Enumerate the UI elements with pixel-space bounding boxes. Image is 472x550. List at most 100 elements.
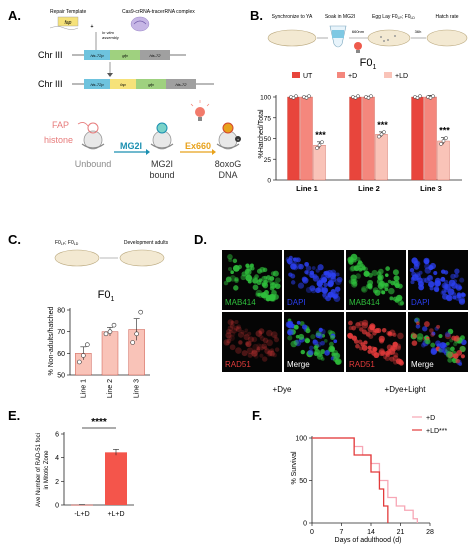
cell-nucleus bbox=[384, 355, 391, 361]
step-egg-lay-sub1: LP bbox=[398, 16, 403, 20]
panel-c-label: C. bbox=[8, 232, 21, 247]
chart-e-category-label: -L+D bbox=[74, 511, 89, 518]
cell-nucleus bbox=[450, 346, 455, 352]
cell-nucleus bbox=[225, 341, 230, 346]
channel-label: Merge bbox=[411, 360, 434, 369]
his72-segment-bottom bbox=[166, 79, 196, 89]
legend-b-ld-swatch bbox=[384, 72, 392, 78]
chart-f-xtick-label: 21 bbox=[397, 529, 405, 536]
cell-nucleus bbox=[361, 287, 367, 292]
cell-nucleus bbox=[354, 322, 361, 329]
chart-c-point bbox=[107, 329, 113, 334]
cell-nucleus bbox=[305, 328, 311, 334]
chart-c-ylabel: % Non-adults/hatched bbox=[48, 306, 55, 375]
cell-nucleus bbox=[387, 331, 392, 336]
chart-f-ytick-label: 100 bbox=[295, 436, 307, 443]
panel-b-label: B. bbox=[250, 8, 263, 23]
cell-nucleus bbox=[255, 289, 263, 297]
cell-nucleus bbox=[236, 324, 242, 330]
cell-nucleus bbox=[259, 353, 264, 358]
cell-nucleus bbox=[290, 273, 296, 279]
chart-c-title-sub: 1 bbox=[110, 296, 114, 303]
chart-c-point bbox=[134, 331, 139, 337]
cell-nucleus bbox=[293, 257, 299, 263]
plus-sign: + bbox=[91, 24, 94, 30]
cell-nucleus bbox=[333, 295, 341, 302]
chart-b-point bbox=[317, 143, 322, 147]
cell-nucleus bbox=[428, 281, 435, 288]
cell-nucleus bbox=[350, 274, 357, 281]
cell-nucleus bbox=[441, 343, 446, 348]
cell-nucleus bbox=[237, 331, 244, 338]
cell-nucleus bbox=[286, 258, 293, 265]
chart-f-lines bbox=[312, 437, 419, 523]
cell-nucleus bbox=[364, 271, 369, 276]
cell-nucleus bbox=[395, 294, 403, 302]
chart-f-xlabel: Days of adulthood (d) bbox=[335, 537, 402, 544]
cell-nucleus bbox=[297, 282, 305, 289]
cell-nucleus bbox=[392, 355, 399, 361]
legend-b-d-swatch bbox=[337, 72, 345, 78]
his72-label-top: his-72 bbox=[150, 53, 162, 58]
cell-nucleus bbox=[266, 339, 273, 347]
cell-nucleus bbox=[229, 344, 236, 351]
cell-nucleus bbox=[454, 294, 461, 301]
cell-nucleus bbox=[395, 343, 402, 349]
light-bulb-icon bbox=[190, 100, 210, 121]
cell-nucleus bbox=[351, 335, 358, 341]
cell-nucleus bbox=[371, 269, 378, 277]
bound-label-line1: MG2I bbox=[151, 159, 173, 169]
cell-nucleus bbox=[336, 276, 343, 283]
chart-b-point bbox=[439, 142, 443, 146]
cell-nucleus bbox=[241, 350, 248, 357]
cell-nucleus bbox=[250, 266, 255, 271]
cell-nucleus bbox=[232, 258, 238, 264]
cell-nucleus bbox=[287, 328, 294, 336]
cell-nucleus bbox=[258, 333, 263, 339]
legend-b-d-label: +D bbox=[348, 73, 357, 80]
cell-nucleus bbox=[269, 285, 275, 291]
cell-nucleus bbox=[230, 320, 236, 326]
gfp-segment-top bbox=[110, 50, 140, 60]
cell-nucleus bbox=[429, 262, 437, 270]
cell-nucleus bbox=[418, 281, 424, 287]
c-dish-right-icon bbox=[119, 249, 165, 267]
cell-nucleus bbox=[300, 349, 306, 355]
cell-nucleus bbox=[458, 362, 463, 366]
cell-nucleus bbox=[430, 332, 435, 337]
cell-nucleus bbox=[411, 271, 417, 277]
cell-nucleus bbox=[267, 350, 273, 356]
cell-nucleus bbox=[440, 276, 446, 282]
cell-nucleus bbox=[356, 256, 361, 262]
cell-nucleus bbox=[257, 292, 261, 297]
chart-f-survival-line bbox=[312, 437, 389, 523]
cell-nucleus bbox=[447, 357, 453, 363]
cell-nucleus bbox=[273, 294, 279, 300]
chart-b-bar bbox=[349, 96, 362, 181]
cell-nucleus bbox=[384, 350, 390, 356]
his72p-label-bottom: his-72p bbox=[90, 82, 104, 87]
cell-nucleus bbox=[265, 297, 271, 302]
cell-nucleus bbox=[368, 334, 374, 340]
panel-a: A. Repair Template fap Cas9-crRNA-tracer… bbox=[8, 8, 241, 180]
chart-e-ylabel-line1: Ave Number of RAD-51 foci bbox=[36, 433, 42, 507]
cell-nucleus bbox=[414, 273, 422, 280]
cell-nucleus bbox=[323, 339, 328, 343]
cell-nucleus bbox=[367, 349, 372, 354]
chart-b-point bbox=[382, 130, 386, 134]
chart-b-point bbox=[379, 132, 384, 137]
chart-b-ytick-label: 75 bbox=[264, 115, 272, 122]
microscopy-grid: MAB414 DAPI RAD51 Merge MAB414 DAPI RAD51 Merge bbox=[222, 250, 468, 372]
cell-nucleus bbox=[455, 358, 461, 364]
cell-nucleus bbox=[247, 352, 253, 358]
damaged-dna-icon: + bbox=[216, 122, 241, 150]
cell-nucleus bbox=[431, 331, 436, 336]
cell-nucleus bbox=[261, 275, 268, 282]
gfp-label-top: gfp bbox=[122, 53, 128, 58]
bound-nucleosome-icon bbox=[150, 122, 174, 150]
cell-nucleus bbox=[324, 350, 330, 356]
fap-pointer bbox=[77, 122, 89, 127]
his72-label-bottom: his-72 bbox=[176, 82, 188, 87]
cell-nucleus bbox=[357, 339, 363, 345]
cell-nucleus bbox=[397, 299, 404, 306]
